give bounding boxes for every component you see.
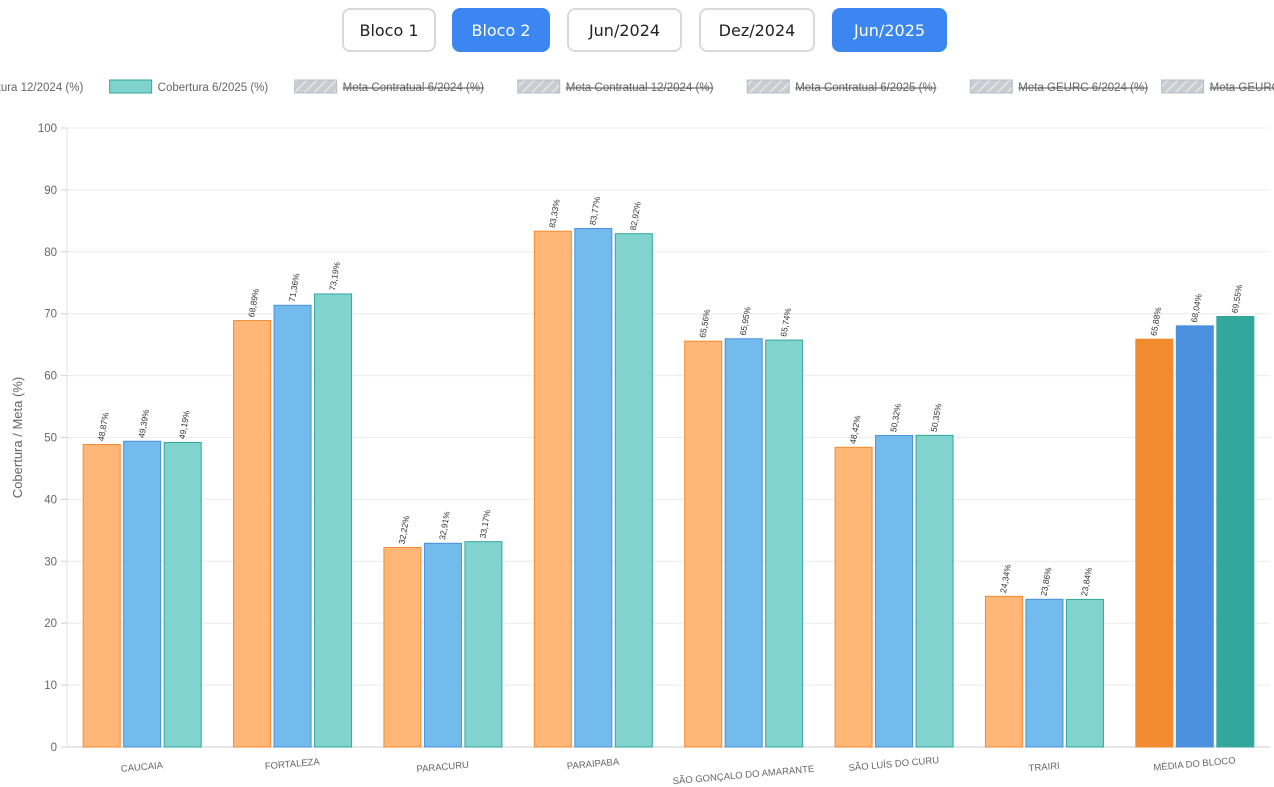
bloco-1-button[interactable]: Bloco 1: [342, 8, 436, 52]
bar-value-label: 23,86%: [1039, 566, 1054, 597]
y-axis-title: Cobertura / Meta (%): [10, 377, 25, 498]
bar-2-1[interactable]: [423, 542, 462, 748]
dez-2024-button[interactable]: Dez/2024: [699, 8, 815, 52]
legend-label-meta-contratual-12-2024[interactable]: Meta Contratual 12/2024 (%): [566, 82, 714, 94]
x-category-label: PARACURU: [416, 760, 470, 776]
y-tick-label: 80: [44, 247, 57, 259]
x-category-label: CAUCAIA: [120, 760, 164, 775]
y-tick-label: 30: [44, 556, 57, 568]
bar-1-0[interactable]: [233, 320, 272, 748]
bar-2-0[interactable]: [383, 547, 422, 748]
bar-value-label: 33,17%: [478, 508, 493, 539]
bar-value-label: 48,87%: [96, 411, 111, 442]
legend-swatch-meta-contratual-12-2024[interactable]: [517, 79, 561, 94]
bar-4-1[interactable]: [724, 338, 763, 748]
y-tick-label: 60: [44, 371, 57, 383]
x-category-label: PARAIPABA: [566, 757, 620, 773]
bar-value-label: 49,19%: [177, 409, 192, 440]
x-category-label: TRAIRI: [1028, 761, 1060, 775]
bar-7-1[interactable]: [1175, 325, 1214, 748]
y-tick-label: 100: [38, 123, 57, 135]
legend-swatch-meta-geurc-12-2024[interactable]: [1161, 79, 1205, 94]
x-category-label: MÉDIA DO BLOCO: [1153, 755, 1236, 773]
bar-value-label: 50,35%: [929, 402, 944, 433]
x-category-label: SÃO LUÍS DO CURU: [848, 755, 940, 774]
y-tick-label: 20: [44, 618, 57, 630]
legend-label-meta-geurc-12-2024[interactable]: Meta GEURC 12/2024 (%): [1210, 82, 1274, 94]
bar-value-label: 49,39%: [136, 408, 151, 439]
bar-1-1[interactable]: [273, 304, 312, 748]
bar-5-2[interactable]: [915, 434, 954, 748]
bar-value-label: 73,19%: [327, 261, 342, 292]
legend-label-cobertura-12-2024[interactable]: Cobertura 12/2024 (%): [0, 82, 83, 94]
bar-value-label: 32,22%: [397, 514, 412, 545]
bar-value-label: 82,92%: [628, 201, 643, 232]
bar-6-1[interactable]: [1025, 598, 1064, 748]
bar-value-label: 24,34%: [998, 563, 1013, 594]
bar-5-0[interactable]: [834, 446, 873, 748]
y-tick-label: 50: [44, 433, 57, 445]
legend-label-meta-contratual-6-2025[interactable]: Meta Contratual 6/2025 (%): [795, 82, 936, 94]
legend-label-meta-contratual-6-2024[interactable]: Meta Contratual 6/2024 (%): [343, 82, 484, 94]
bar-3-1[interactable]: [574, 227, 613, 748]
bar-3-2[interactable]: [614, 233, 653, 748]
bar-4-0[interactable]: [684, 340, 723, 748]
legend-swatch-meta-geurc-6-2024[interactable]: [969, 79, 1013, 94]
jun-2024-button[interactable]: Jun/2024: [567, 8, 682, 52]
legend-swatch-cobertura-6-2025[interactable]: [109, 79, 153, 94]
bar-0-1[interactable]: [123, 440, 162, 748]
y-tick-label: 40: [44, 494, 57, 506]
bar-value-label: 68,89%: [246, 287, 261, 318]
bar-value-label: 65,88%: [1148, 306, 1163, 337]
bar-5-1[interactable]: [875, 435, 914, 748]
y-tick-label: 70: [44, 309, 57, 321]
bar-1-2[interactable]: [314, 293, 353, 748]
bar-value-label: 83,77%: [587, 195, 602, 226]
legend-label-meta-geurc-6-2024[interactable]: Meta GEURC 6/2024 (%): [1018, 82, 1148, 94]
bar-4-2[interactable]: [765, 339, 804, 748]
bar-value-label: 32,91%: [437, 510, 452, 541]
y-tick-label: 90: [44, 185, 57, 197]
bar-value-label: 83,33%: [547, 198, 562, 229]
bar-value-label: 50,32%: [888, 402, 903, 433]
bar-value-label: 23,84%: [1079, 566, 1094, 597]
bar-value-label: 65,56%: [697, 308, 712, 339]
bar-value-label: 65,74%: [778, 307, 793, 338]
x-category-label: FORTALEZA: [264, 757, 320, 773]
bar-7-2[interactable]: [1216, 315, 1255, 748]
bar-6-0[interactable]: [984, 595, 1023, 748]
y-tick-label: 0: [51, 742, 57, 754]
legend-label-cobertura-6-2025[interactable]: Cobertura 6/2025 (%): [158, 82, 269, 94]
x-category-label: SÃO GONÇALO DO AMARANTE: [672, 764, 814, 787]
bar-7-0[interactable]: [1135, 338, 1174, 748]
bar-0-2[interactable]: [163, 442, 202, 748]
bar-6-2[interactable]: [1065, 598, 1104, 748]
legend-swatch-meta-contratual-6-2025[interactable]: [746, 79, 790, 94]
y-tick-label: 10: [44, 680, 57, 692]
bar-value-label: 71,36%: [287, 272, 302, 303]
bar-3-0[interactable]: [533, 230, 572, 748]
bar-value-label: 48,42%: [848, 414, 863, 445]
bar-0-0[interactable]: [82, 443, 121, 748]
jun-2025-button[interactable]: Jun/2025: [832, 8, 947, 52]
bar-value-label: 69,55%: [1229, 283, 1244, 314]
bloco-2-button[interactable]: Bloco 2: [452, 8, 550, 52]
bar-value-label: 68,04%: [1189, 293, 1204, 324]
bar-value-label: 65,95%: [738, 306, 753, 337]
bar-2-2[interactable]: [464, 541, 503, 748]
period-button-row: Bloco 1 Bloco 2 Jun/2024 Dez/2024 Jun/20…: [0, 8, 1274, 54]
legend-swatch-meta-contratual-6-2024[interactable]: [294, 79, 338, 94]
